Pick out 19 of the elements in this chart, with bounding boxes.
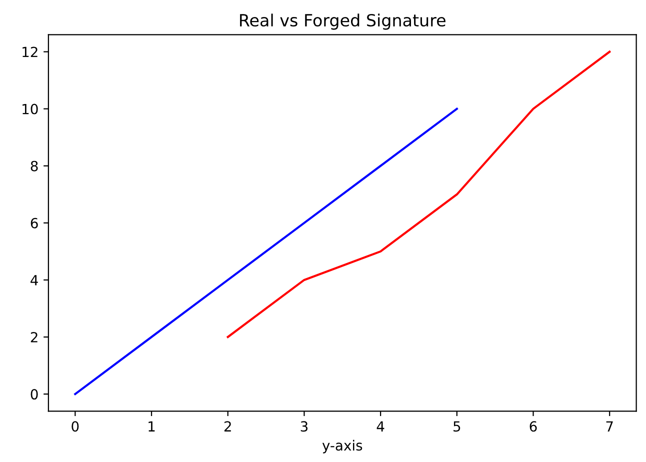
x-axis-title: y-axis — [322, 440, 362, 454]
line-series — [74, 108, 458, 396]
x-tick-label: 5 — [454, 421, 460, 432]
x-tick-label: 2 — [224, 421, 231, 432]
x-tick-label: 7 — [606, 421, 613, 432]
y-tick-label: 10 — [22, 104, 38, 114]
y-tick-label: 2 — [30, 332, 38, 342]
x-tick-label: 1 — [148, 421, 155, 432]
x-tick-label: 3 — [300, 421, 308, 432]
chart-title: Real vs Forged Signature — [240, 14, 446, 30]
x-tick-label: 4 — [376, 421, 384, 432]
line-series — [226, 50, 611, 338]
y-tick-label: 0 — [30, 389, 38, 400]
y-tick-label: 6 — [30, 218, 38, 228]
y-tick-label: 12 — [22, 46, 38, 58]
x-tick-label: 6 — [530, 421, 537, 432]
x-tick-label: 0 — [72, 421, 79, 432]
y-tick-label: 4 — [30, 275, 38, 286]
y-tick-label: 8 — [30, 160, 38, 172]
